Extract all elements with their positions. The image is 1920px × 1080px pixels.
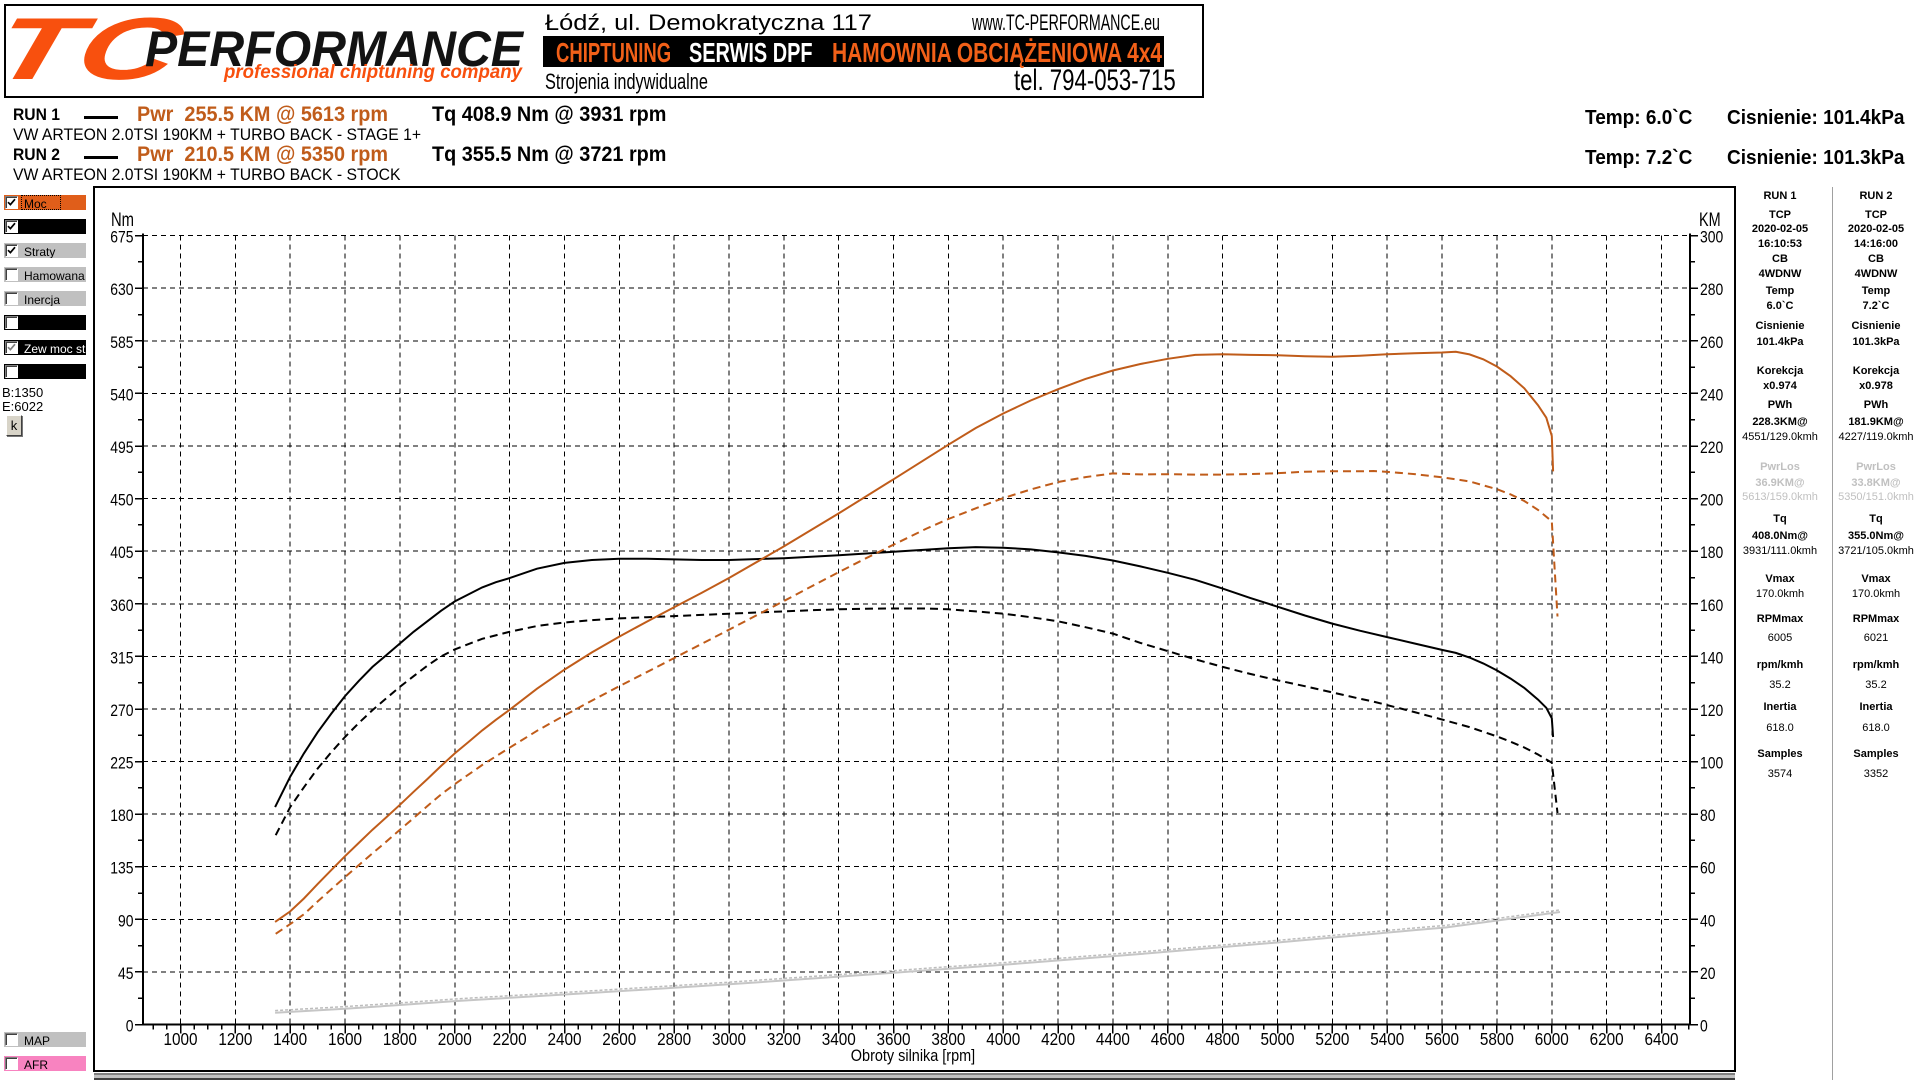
svg-text:40: 40 (1700, 912, 1716, 931)
svg-text:90: 90 (118, 912, 134, 931)
svg-text:2600: 2600 (602, 1029, 636, 1049)
svg-text:260: 260 (1700, 334, 1724, 353)
svg-text:225: 225 (110, 754, 133, 773)
svg-text:45: 45 (118, 965, 133, 984)
svg-text:4200: 4200 (1041, 1029, 1075, 1049)
svg-text:60: 60 (1700, 860, 1716, 879)
svg-text:5400: 5400 (1370, 1029, 1404, 1049)
svg-text:6200: 6200 (1590, 1029, 1624, 1049)
svg-text:140: 140 (1700, 649, 1724, 668)
svg-text:Nm: Nm (111, 209, 134, 230)
svg-text:450: 450 (110, 491, 134, 510)
svg-text:220: 220 (1700, 439, 1724, 458)
svg-text:540: 540 (110, 386, 134, 405)
svg-text:160: 160 (1700, 597, 1724, 616)
svg-text:315: 315 (110, 649, 133, 668)
svg-text:135: 135 (110, 860, 133, 879)
svg-text:2000: 2000 (438, 1029, 472, 1049)
svg-text:360: 360 (110, 597, 134, 616)
svg-text:4800: 4800 (1206, 1029, 1240, 1049)
svg-text:0: 0 (126, 1017, 134, 1036)
svg-text:3400: 3400 (822, 1029, 856, 1049)
svg-text:1000: 1000 (163, 1029, 197, 1049)
svg-text:585: 585 (110, 334, 133, 353)
svg-text:280: 280 (1700, 281, 1724, 300)
svg-text:20: 20 (1700, 965, 1716, 984)
svg-text:2400: 2400 (547, 1029, 581, 1049)
svg-text:1200: 1200 (218, 1029, 252, 1049)
svg-text:4600: 4600 (1151, 1029, 1185, 1049)
svg-text:495: 495 (110, 439, 133, 458)
svg-text:3600: 3600 (877, 1029, 911, 1049)
svg-text:5000: 5000 (1260, 1029, 1294, 1049)
svg-text:100: 100 (1700, 754, 1724, 773)
svg-text:KM: KM (1699, 209, 1721, 230)
svg-text:3000: 3000 (712, 1029, 746, 1049)
svg-text:Obroty silnika [rpm]: Obroty silnika [rpm] (851, 1047, 975, 1065)
svg-text:405: 405 (110, 544, 133, 563)
svg-text:200: 200 (1700, 491, 1724, 510)
svg-text:120: 120 (1700, 702, 1724, 721)
svg-text:2800: 2800 (657, 1029, 691, 1049)
svg-text:4000: 4000 (986, 1029, 1020, 1049)
svg-text:5800: 5800 (1480, 1029, 1514, 1049)
svg-text:1400: 1400 (273, 1029, 307, 1049)
svg-text:5200: 5200 (1315, 1029, 1349, 1049)
svg-text:240: 240 (1700, 386, 1724, 405)
svg-text:3200: 3200 (767, 1029, 801, 1049)
svg-text:5600: 5600 (1425, 1029, 1459, 1049)
svg-text:270: 270 (110, 702, 134, 721)
svg-text:300: 300 (1700, 228, 1724, 247)
svg-text:6000: 6000 (1535, 1029, 1569, 1049)
svg-text:4400: 4400 (1096, 1029, 1130, 1049)
svg-text:1800: 1800 (383, 1029, 417, 1049)
svg-text:180: 180 (1700, 544, 1724, 563)
svg-text:3800: 3800 (931, 1029, 965, 1049)
svg-text:80: 80 (1700, 807, 1716, 826)
svg-text:2200: 2200 (493, 1029, 527, 1049)
svg-text:180: 180 (110, 807, 134, 826)
svg-text:675: 675 (110, 228, 133, 247)
svg-text:6400: 6400 (1644, 1029, 1678, 1049)
svg-text:1600: 1600 (328, 1029, 362, 1049)
svg-text:0: 0 (1700, 1017, 1708, 1036)
svg-text:630: 630 (110, 281, 134, 300)
